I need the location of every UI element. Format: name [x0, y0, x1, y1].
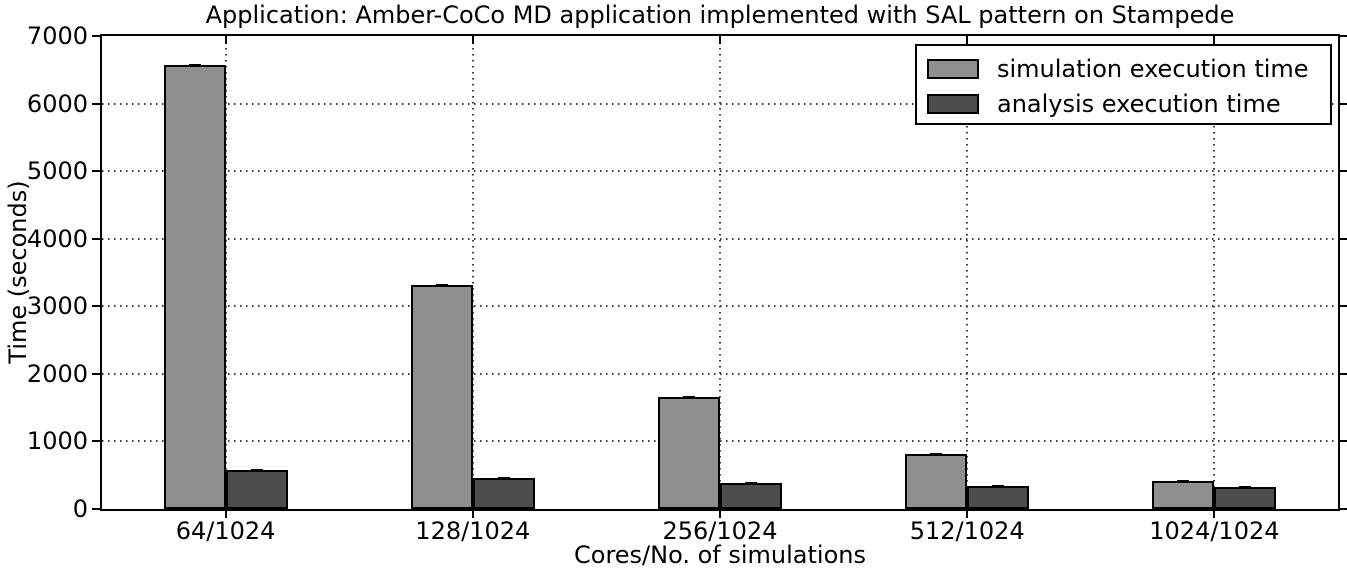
- bar-simulation-64/1024: [163, 65, 226, 509]
- bar-analysis-256/1024: [720, 483, 782, 509]
- top-tick-64/1024: [224, 36, 227, 44]
- x-axis-label: Cores/No. of simulations: [574, 541, 866, 569]
- bar-simulation-128/1024: [410, 285, 473, 509]
- right-tick-2000: [1340, 372, 1347, 375]
- error-cap-analysis-256/1024: [745, 482, 757, 485]
- bottom-tick-256/1024: [719, 511, 721, 518]
- bar-simulation-512/1024: [905, 454, 968, 509]
- legend: simulation execution time analysis execu…: [915, 44, 1332, 125]
- top-tick-256/1024: [719, 36, 721, 44]
- bottom-tick-512/1024: [966, 511, 969, 518]
- bar-simulation-1024/1024: [1152, 481, 1215, 509]
- right-tick-5000: [1340, 170, 1347, 173]
- bottom-tick-1024/1024: [1213, 511, 1216, 518]
- bar-analysis-512/1024: [967, 486, 1030, 509]
- left-tick-3000: [92, 305, 100, 308]
- bar-simulation-256/1024: [658, 397, 720, 509]
- error-cap-analysis-64/1024: [250, 469, 263, 472]
- error-cap-simulation-128/1024: [435, 284, 448, 287]
- bar-analysis-64/1024: [225, 470, 288, 509]
- gridline-x-512/1024: [966, 36, 969, 509]
- legend-label-simulation: simulation execution time: [997, 54, 1309, 83]
- legend-item-simulation: simulation execution time: [927, 51, 1330, 86]
- x-tick-label-256/1024: 256/1024: [662, 517, 778, 545]
- legend-item-analysis: analysis execution time: [927, 86, 1330, 121]
- x-tick-label-512/1024: 512/1024: [909, 517, 1025, 545]
- error-cap-analysis-1024/1024: [1239, 486, 1252, 489]
- y-tick-label-3000: 3000: [26, 292, 88, 321]
- gridline-x-128/1024: [471, 36, 474, 509]
- gridline-x-256/1024: [719, 36, 721, 509]
- top-tick-128/1024: [471, 36, 474, 44]
- error-cap-simulation-64/1024: [188, 64, 201, 67]
- legend-label-analysis: analysis execution time: [997, 89, 1281, 118]
- right-tick-1000: [1340, 440, 1347, 443]
- bar-analysis-128/1024: [472, 478, 535, 509]
- y-tick-label-0: 0: [72, 495, 88, 523]
- left-tick-6000: [92, 102, 100, 105]
- legend-swatch-simulation: [927, 58, 979, 79]
- y-tick-label-7000: 7000: [26, 22, 88, 50]
- y-tick-label-6000: 6000: [26, 89, 88, 118]
- y-tick-label-1000: 1000: [26, 427, 88, 456]
- x-tick-label-64/1024: 64/1024: [175, 517, 276, 545]
- left-tick-5000: [92, 170, 100, 173]
- top-tick-1024/1024: [1213, 36, 1216, 44]
- error-cap-simulation-512/1024: [930, 453, 943, 456]
- right-tick-0: [1340, 508, 1347, 510]
- y-tick-label-5000: 5000: [26, 157, 88, 186]
- error-cap-analysis-512/1024: [992, 485, 1005, 488]
- bar-analysis-1024/1024: [1214, 487, 1277, 509]
- right-tick-6000: [1340, 102, 1347, 105]
- error-cap-simulation-256/1024: [683, 396, 695, 399]
- x-tick-label-1024/1024: 1024/1024: [1149, 517, 1280, 545]
- left-tick-7000: [92, 35, 100, 37]
- chart-title: Application: Amber-CoCo MD application i…: [205, 1, 1235, 29]
- left-tick-1000: [92, 440, 100, 443]
- y-tick-label-2000: 2000: [26, 359, 88, 388]
- top-tick-512/1024: [966, 36, 969, 44]
- error-cap-simulation-1024/1024: [1177, 480, 1190, 483]
- gridline-x-64/1024: [224, 36, 227, 509]
- gridline-x-1024/1024: [1213, 36, 1216, 509]
- bottom-tick-128/1024: [471, 511, 474, 518]
- left-tick-0: [92, 508, 100, 510]
- left-tick-4000: [92, 237, 100, 240]
- right-tick-3000: [1340, 305, 1347, 308]
- error-cap-analysis-128/1024: [497, 477, 510, 480]
- y-tick-label-4000: 4000: [26, 224, 88, 253]
- left-tick-2000: [92, 372, 100, 375]
- x-tick-label-128/1024: 128/1024: [415, 517, 531, 545]
- bottom-tick-64/1024: [224, 511, 227, 518]
- right-tick-4000: [1340, 237, 1347, 240]
- right-tick-7000: [1340, 35, 1347, 37]
- y-axis-label: Time (seconds): [4, 180, 32, 364]
- legend-swatch-analysis: [927, 93, 979, 114]
